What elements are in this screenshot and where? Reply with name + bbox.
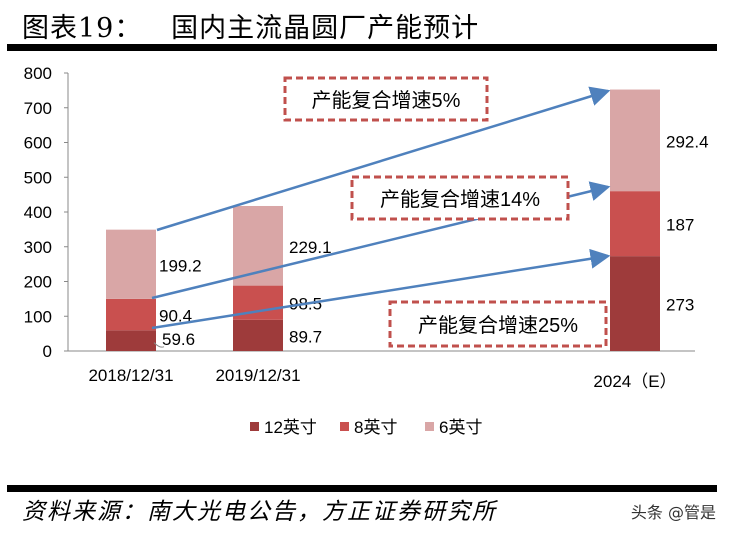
bar-2-2: [610, 89, 660, 192]
y-tick-label: 300: [24, 238, 52, 257]
x-tick-label: 2018/12/31: [88, 366, 173, 385]
source-note: 资料来源：南大光电公告，方正证券研究所: [22, 499, 497, 525]
x-tick-label: 2019/12/31: [215, 366, 300, 385]
data-label: 187: [666, 216, 694, 235]
bar-1-2: [610, 191, 660, 257]
data-label: 229.1: [289, 238, 332, 257]
x-tick-label: 2024（E）: [593, 372, 676, 391]
legend-label: 8英寸: [354, 418, 397, 437]
y-tick-label: 700: [24, 99, 52, 118]
annotation-box: [388, 300, 608, 348]
y-tick-label: 500: [24, 168, 52, 187]
growth-arrow: [156, 86, 611, 232]
annotation-box: [350, 175, 570, 221]
top-rule: [7, 44, 717, 51]
data-label: 273: [666, 296, 694, 315]
figure-title: 图表19： 国内主流晶圆厂产能预计: [22, 13, 480, 44]
legend-swatch: [250, 422, 259, 431]
y-tick-label: 0: [43, 342, 52, 361]
leader-line: [153, 342, 165, 348]
bottom-rule: [7, 485, 717, 492]
bar-0-0: [106, 330, 156, 351]
annotation-text: 产能复合增速5%: [312, 89, 461, 112]
y-tick-label: 800: [24, 64, 52, 83]
data-label: 292.4: [666, 132, 709, 151]
y-tick-label: 400: [24, 203, 52, 222]
growth-arrow: [151, 248, 611, 330]
bar-1-0: [106, 298, 156, 331]
data-label: 59.6: [162, 330, 195, 349]
y-tick-label: 200: [24, 273, 52, 292]
bar-2-1: [233, 205, 283, 286]
annotation-text: 产能复合增速14%: [380, 188, 540, 211]
y-tick-label: 100: [24, 307, 52, 326]
y-tick-label: 600: [24, 134, 52, 153]
chart: 0 100 200 300 400 500 600 700 800 59.6 90.4 199.2 20…: [24, 64, 709, 437]
data-label: 89.7: [289, 327, 322, 346]
bar-0-1: [233, 319, 283, 351]
annotation-box: [283, 76, 489, 122]
legend-swatch: [425, 422, 434, 431]
data-label: 90.4: [159, 307, 192, 326]
legend-swatch: [340, 422, 349, 431]
bar-0-2: [610, 256, 660, 351]
legend-label: 12英寸: [264, 418, 317, 437]
bar-2-0: [106, 229, 156, 299]
legend-label: 6英寸: [439, 418, 482, 437]
annotation-text: 产能复合增速25%: [418, 314, 578, 337]
data-label: 199.2: [159, 256, 202, 275]
watermark: 头条 @管是: [630, 503, 716, 522]
